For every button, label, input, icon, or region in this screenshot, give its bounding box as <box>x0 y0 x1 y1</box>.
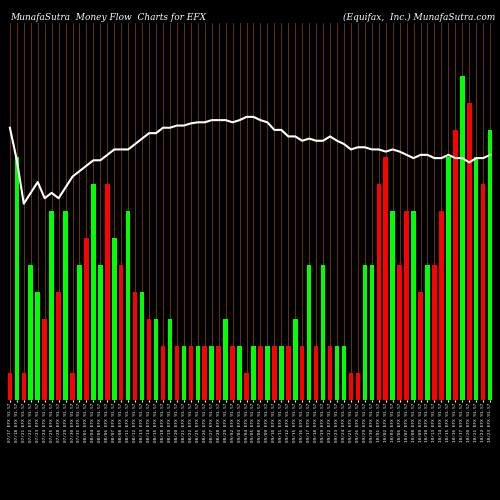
Bar <box>8 373 12 400</box>
Bar <box>77 265 82 400</box>
Bar <box>154 319 158 400</box>
Bar <box>342 346 346 400</box>
Bar <box>474 158 478 400</box>
Bar <box>36 292 40 400</box>
Text: (Equifax,  Inc.) MunafaSutra.com: (Equifax, Inc.) MunafaSutra.com <box>343 12 495 22</box>
Bar <box>272 346 276 400</box>
Bar <box>168 319 172 400</box>
Bar <box>147 319 152 400</box>
Bar <box>84 238 88 400</box>
Bar <box>488 130 492 400</box>
Bar <box>196 346 200 400</box>
Bar <box>286 346 290 400</box>
Bar <box>42 319 47 400</box>
Bar <box>300 346 304 400</box>
Bar <box>314 346 318 400</box>
Bar <box>230 346 235 400</box>
Bar <box>481 184 486 400</box>
Bar <box>334 346 340 400</box>
Bar <box>22 373 26 400</box>
Bar <box>348 373 353 400</box>
Bar <box>390 211 395 400</box>
Bar <box>119 265 124 400</box>
Bar <box>98 265 102 400</box>
Bar <box>64 211 68 400</box>
Bar <box>91 184 96 400</box>
Bar <box>224 319 228 400</box>
Bar <box>56 292 61 400</box>
Bar <box>265 346 270 400</box>
Bar <box>105 184 110 400</box>
Bar <box>321 265 326 400</box>
Bar <box>439 211 444 400</box>
Bar <box>182 346 186 400</box>
Bar <box>460 76 464 400</box>
Bar <box>216 346 221 400</box>
Bar <box>370 265 374 400</box>
Bar <box>70 373 75 400</box>
Bar <box>376 184 381 400</box>
Bar <box>133 292 138 400</box>
Bar <box>384 158 388 400</box>
Bar <box>356 373 360 400</box>
Bar <box>404 211 409 400</box>
Bar <box>126 211 130 400</box>
Bar <box>293 319 298 400</box>
Bar <box>244 373 249 400</box>
Bar <box>160 346 166 400</box>
Bar <box>50 211 54 400</box>
Bar <box>412 211 416 400</box>
Bar <box>258 346 262 400</box>
Bar <box>362 265 367 400</box>
Bar <box>14 158 19 400</box>
Bar <box>174 346 179 400</box>
Bar <box>425 265 430 400</box>
Bar <box>188 346 193 400</box>
Bar <box>251 346 256 400</box>
Bar <box>398 265 402 400</box>
Bar <box>328 346 332 400</box>
Bar <box>238 346 242 400</box>
Bar <box>432 265 436 400</box>
Bar <box>307 265 312 400</box>
Bar <box>28 265 33 400</box>
Bar <box>418 292 423 400</box>
Text: MunafaSutra  Money Flow  Charts for EFX: MunafaSutra Money Flow Charts for EFX <box>10 12 206 22</box>
Bar <box>467 104 471 400</box>
Bar <box>453 130 458 400</box>
Bar <box>446 158 450 400</box>
Bar <box>210 346 214 400</box>
Bar <box>279 346 283 400</box>
Bar <box>140 292 144 400</box>
Bar <box>202 346 207 400</box>
Bar <box>112 238 116 400</box>
